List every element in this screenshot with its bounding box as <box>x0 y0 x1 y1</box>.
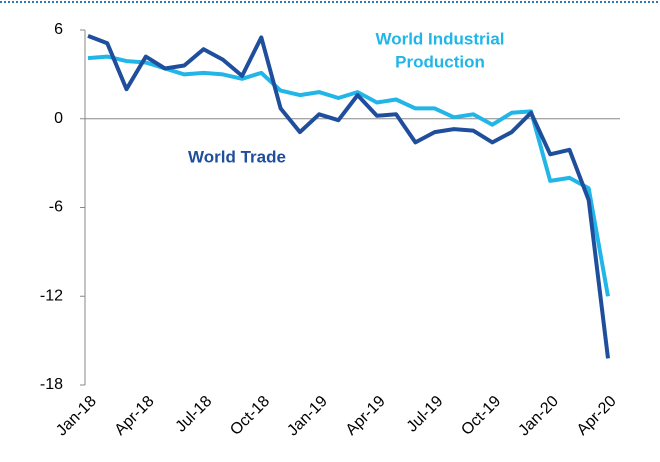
y-tick-label: -12 <box>40 287 63 304</box>
y-tick-label: -6 <box>49 199 63 216</box>
x-tick-label: Apr-18 <box>112 393 158 439</box>
series-line <box>87 34 610 359</box>
annotation: World Trade <box>188 147 286 166</box>
x-tick-label: Jan-20 <box>515 393 562 440</box>
y-tick-label: 0 <box>54 110 63 127</box>
series-line <box>87 54 610 297</box>
x-tick-label: Oct-18 <box>227 393 273 439</box>
x-tick-label: Apr-19 <box>343 393 389 439</box>
x-tick-label: Oct-19 <box>458 393 504 439</box>
x-tick-label: Jul-19 <box>404 393 447 436</box>
x-tick-label: Jan-18 <box>53 393 100 440</box>
annotation: World Industrial <box>375 29 504 48</box>
y-tick-label: 6 <box>54 21 63 38</box>
x-tick-label: Jul-18 <box>173 393 216 436</box>
y-tick-label: -18 <box>40 376 63 393</box>
x-tick-label: Apr-20 <box>574 393 620 439</box>
x-tick-label: Jan-19 <box>284 393 331 440</box>
annotation: Production <box>395 52 485 71</box>
